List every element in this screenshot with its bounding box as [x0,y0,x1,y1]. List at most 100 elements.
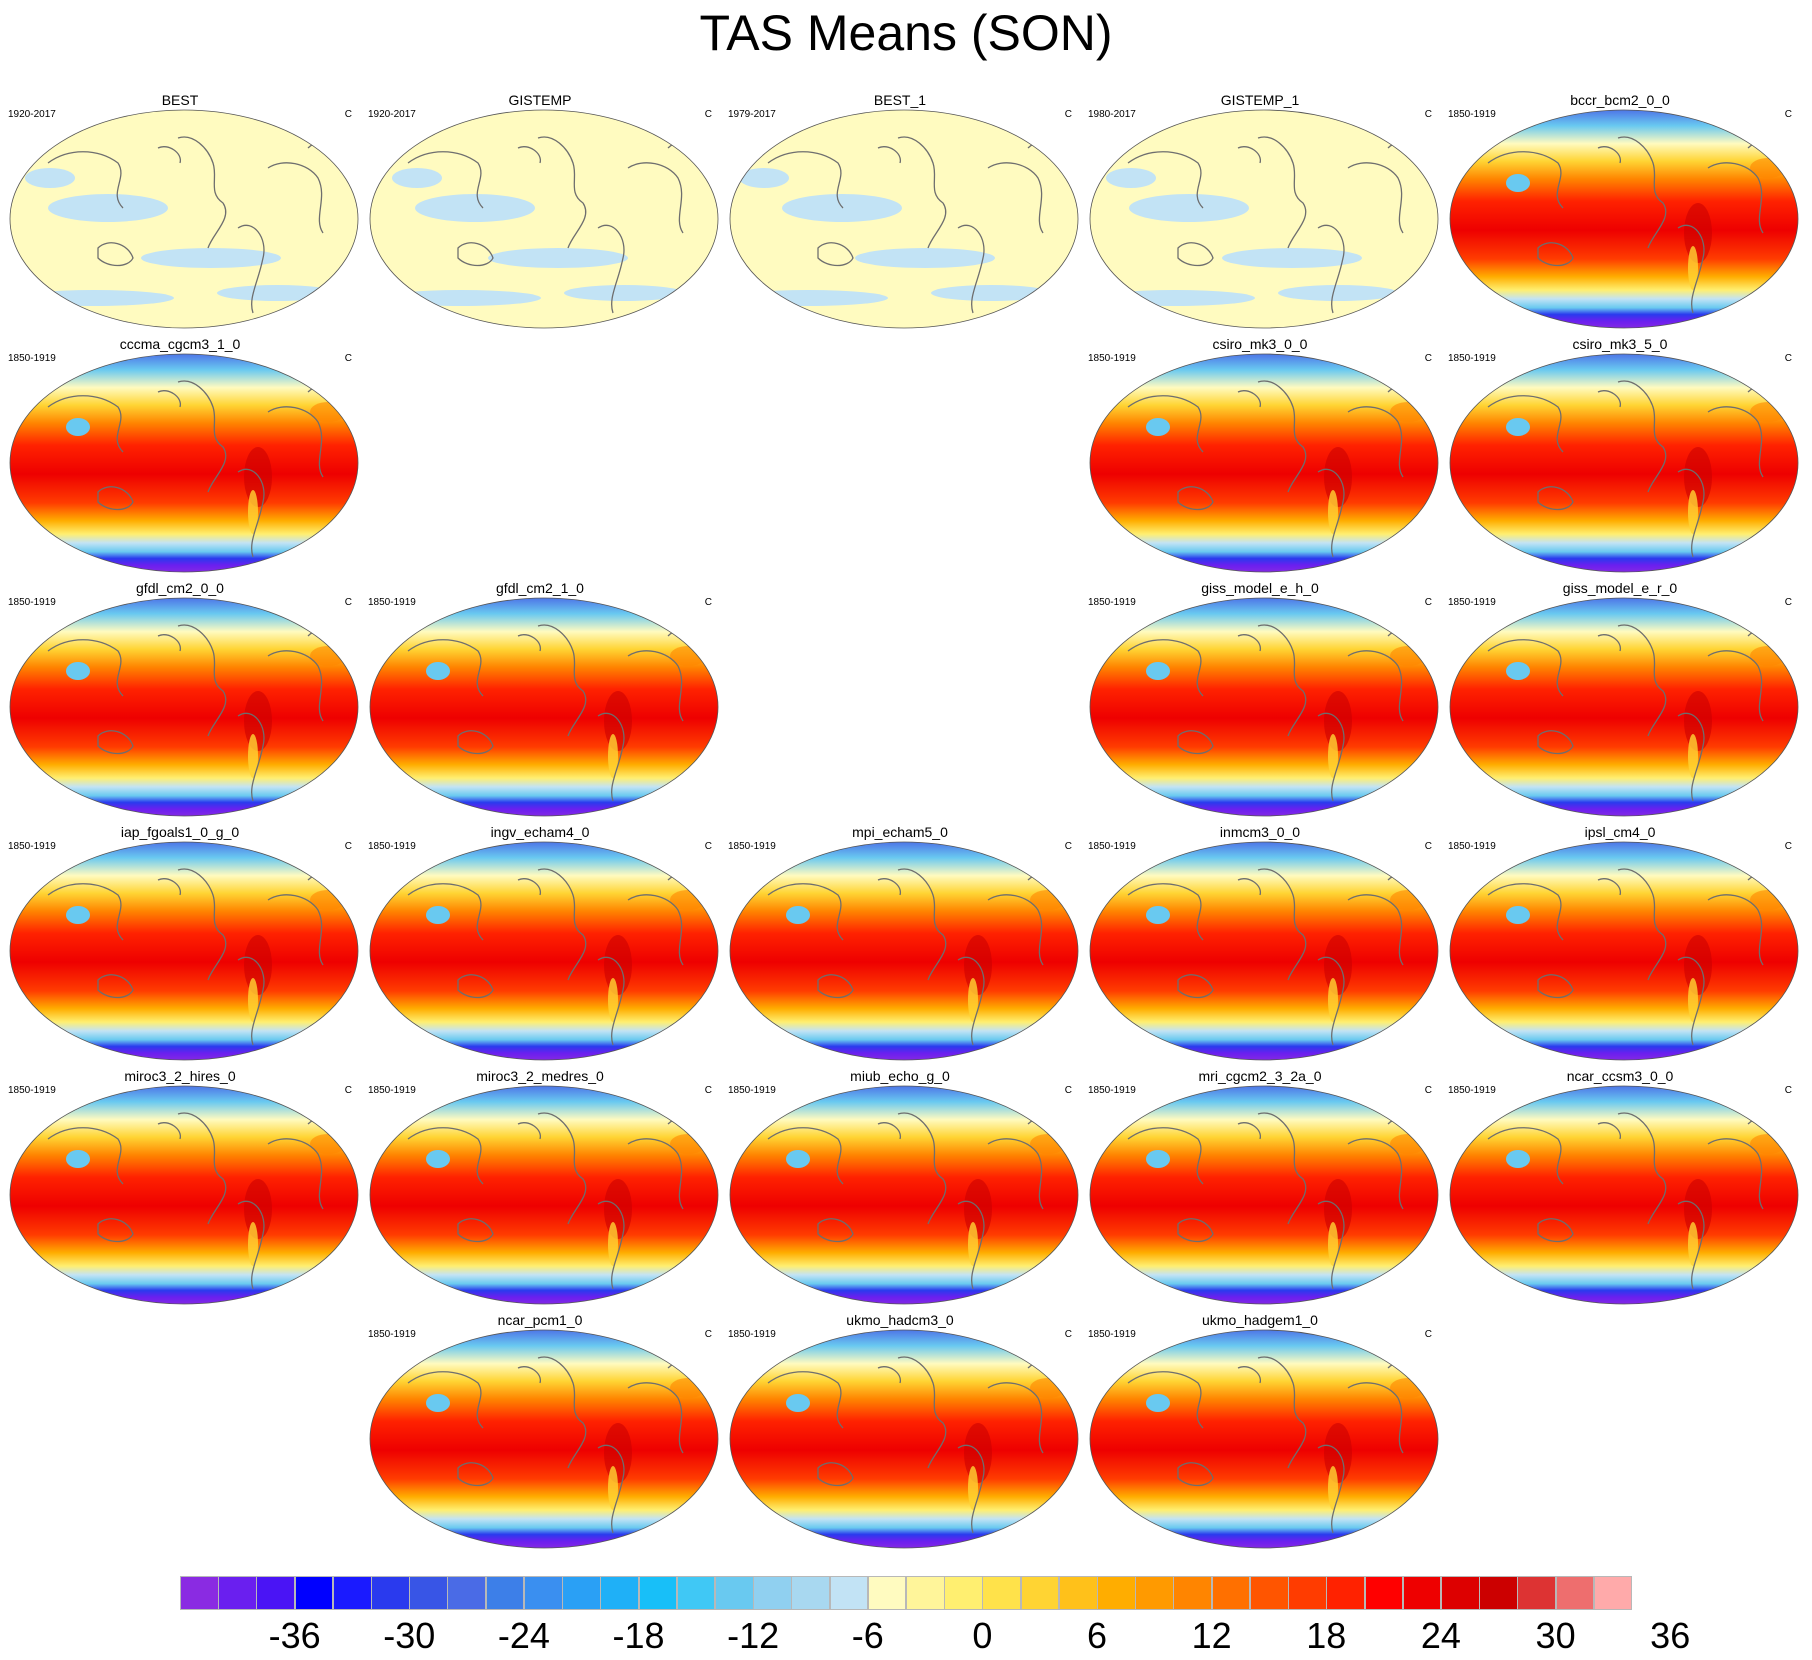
panel-period: 1850-1919 [8,1085,56,1096]
panel-title: gfdl_cm2_0_0 [136,580,224,596]
colorbar-box [409,1576,448,1610]
map-image [1449,1085,1799,1305]
map-image [1089,597,1439,817]
colorbar-box [1593,1576,1633,1610]
colorbar-box [371,1576,410,1610]
map-image [369,597,719,817]
panel-unit: C [704,109,712,120]
panel-unit: C [344,1085,352,1096]
map-panel: BEST 1920-2017 C [0,92,360,332]
panel-period: 1850-1919 [728,1085,776,1096]
panel-unit: C [344,597,352,608]
map-image [729,109,1079,329]
colorbar-box [944,1576,983,1610]
map-image [369,841,719,1061]
colorbar-box [1249,1576,1289,1610]
map-panel: ncar_pcm1_0 1850-1919 C [360,1312,720,1552]
map-panel: gfdl_cm2_1_0 1850-1919 C [360,580,720,820]
panel-title: inmcm3_0_0 [1219,824,1301,840]
panel-unit: C [1784,353,1792,364]
colorbar-box [1440,1576,1480,1610]
map-panel: csiro_mk3_0_0 1850-1919 C [1080,336,1440,576]
colorbar-box [714,1576,754,1610]
colorbar-box [485,1576,525,1610]
panel-period: 1850-1919 [8,597,56,608]
panel-unit: C [344,841,352,852]
panel-title: cccma_cgcm3_1_0 [119,336,241,352]
panel-title: giss_model_e_r_0 [1562,580,1678,596]
panel-title: gfdl_cm2_1_0 [496,580,584,596]
panel-unit: C [1424,353,1432,364]
map-panel: cccma_cgcm3_1_0 1850-1919 C [0,336,360,576]
panel-title: csiro_mk3_0_0 [1212,336,1308,352]
colorbar-box [1288,1576,1327,1610]
panel-period: 1980-2017 [1088,109,1136,120]
map-panel: ipsl_cm4_0 1850-1919 C [1440,824,1800,1064]
map-panel: BEST_1 1979-2017 C [720,92,1080,332]
panel-unit: C [1064,1329,1072,1340]
panel-unit: C [1064,1085,1072,1096]
colorbar-box [1020,1576,1060,1610]
map-image [9,353,359,573]
panel-title: BEST_1 [873,92,927,108]
colorbar-box [256,1576,296,1610]
panel-unit: C [1064,841,1072,852]
colorbar-box [1135,1576,1174,1610]
colorbar-box [982,1576,1022,1610]
panel-title: mri_cgcm2_3_2a_0 [1198,1068,1322,1084]
panel-period: 1850-1919 [1088,1329,1136,1340]
panel-period: 1850-1919 [1088,353,1136,364]
colorbar-tick-label: 18 [1306,1615,1347,1656]
panel-title: GISTEMP [508,92,572,108]
map-image [1449,353,1799,573]
colorbar-box [1173,1576,1213,1610]
map-image [369,1085,719,1305]
colorbar-tick-label: 12 [1191,1615,1232,1656]
panel-period: 1850-1919 [368,1085,416,1096]
colorbar-tick-label: 6 [1087,1615,1108,1656]
panel-title: ukmo_hadcm3_0 [846,1312,954,1328]
colorbar-box [676,1576,716,1610]
map-panel: ncar_ccsm3_0_0 1850-1919 C [1440,1068,1800,1308]
colorbar-box [1326,1576,1366,1610]
map-image [9,597,359,817]
panel-unit: C [1784,841,1792,852]
panel-unit: C [1424,1085,1432,1096]
map-image [9,109,359,329]
panel-unit: C [1424,841,1432,852]
colorbar-box [867,1576,907,1610]
map-panel: ukmo_hadcm3_0 1850-1919 C [720,1312,1080,1552]
colorbar-tick-label: -24 [497,1615,550,1656]
map-image [1449,597,1799,817]
map-panel: ingv_echam4_0 1850-1919 C [360,824,720,1064]
map-image [1089,353,1439,573]
panel-period: 1850-1919 [368,1329,416,1340]
colorbar-tick-label: -12 [727,1615,780,1656]
panel-period: 1920-2017 [8,109,56,120]
map-panel: miub_echo_g_0 1850-1919 C [720,1068,1080,1308]
colorbar-box [332,1576,372,1610]
panel-unit: C [1424,109,1432,120]
map-panel: miroc3_2_hires_0 1850-1919 C [0,1068,360,1308]
panel-unit: C [344,109,352,120]
panel-period: 1850-1919 [1448,109,1496,120]
colorbar-box [1211,1576,1251,1610]
map-image [1449,109,1799,329]
colorbar [180,1576,1633,1612]
colorbar-box [1364,1576,1404,1610]
panel-period: 1979-2017 [728,109,776,120]
panel-title: ingv_echam4_0 [490,824,590,840]
panel-title: ncar_pcm1_0 [497,1312,583,1328]
map-panel: giss_model_e_r_0 1850-1919 C [1440,580,1800,820]
map-image [729,1329,1079,1549]
map-panel: gfdl_cm2_0_0 1850-1919 C [0,580,360,820]
panel-period: 1920-2017 [368,109,416,120]
colorbar-box [447,1576,487,1610]
panel-period: 1850-1919 [728,1329,776,1340]
map-panel: inmcm3_0_0 1850-1919 C [1080,824,1440,1064]
panel-unit: C [1424,1329,1432,1340]
map-panel: GISTEMP_1 1980-2017 C [1080,92,1440,332]
map-image [1089,1085,1439,1305]
map-image [9,841,359,1061]
panel-title: giss_model_e_h_0 [1201,580,1319,596]
